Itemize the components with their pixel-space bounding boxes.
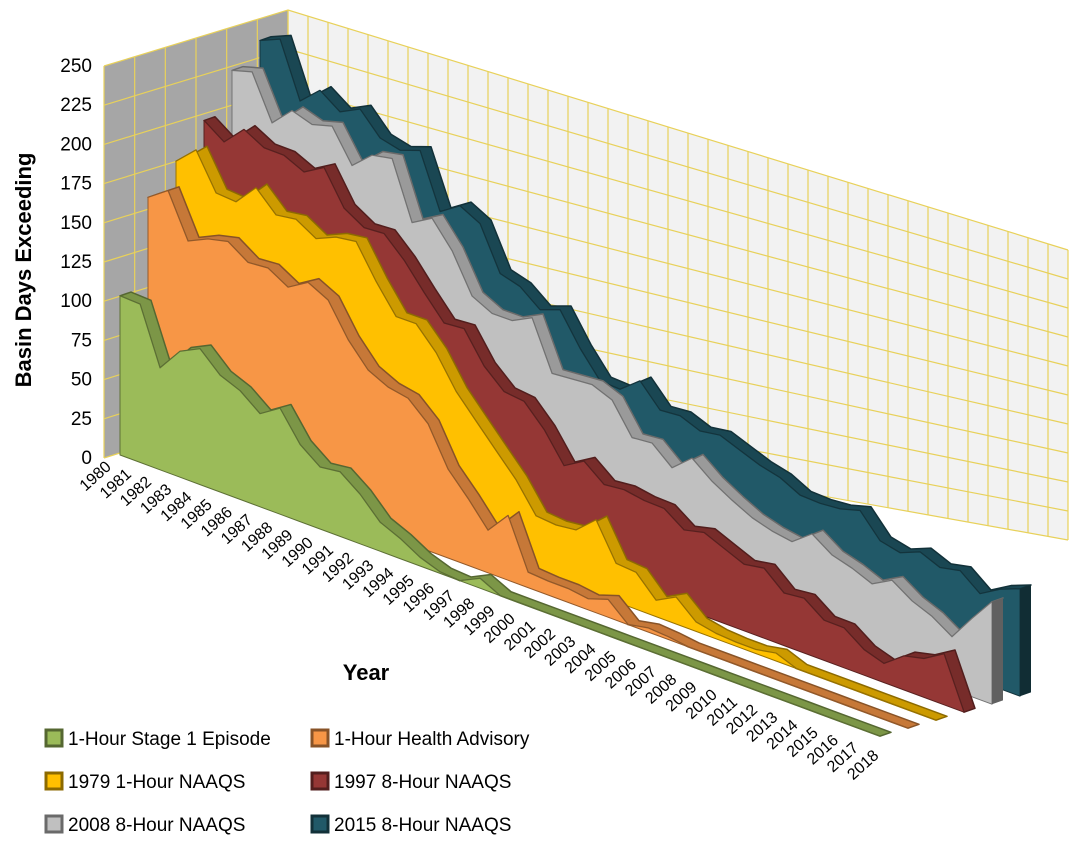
series-end-cap: [992, 597, 1003, 705]
legend-label: 2015 8-Hour NAAQS: [334, 815, 511, 836]
x-axis-title: Year: [343, 660, 390, 685]
legend-swatch: [44, 728, 64, 748]
y-tick-label: 175: [60, 174, 92, 195]
y-tick-label: 0: [81, 448, 92, 469]
y-tick-label: 25: [71, 409, 92, 430]
legend-label: 1-Hour Health Advisory: [334, 729, 530, 750]
y-tick-label: 50: [71, 370, 92, 391]
legend-swatch: [44, 814, 64, 834]
y-tick-label: 125: [60, 252, 92, 273]
legend-swatch: [44, 771, 64, 791]
legend-label: 2008 8-Hour NAAQS: [68, 815, 245, 836]
y-tick-label: 150: [60, 213, 92, 234]
y-tick-label: 75: [71, 330, 92, 351]
series-area-face: [119, 295, 881, 737]
series-5: [231, 65, 1004, 705]
y-tick-label: 250: [60, 56, 92, 77]
series-end-cap: [1020, 584, 1031, 697]
y-axis-ticks: 0 25 50 75 100 125 150 175 200 225 250: [60, 56, 92, 469]
legend-label: 1997 8-Hour NAAQS: [334, 772, 511, 793]
legend-swatch: [310, 814, 330, 834]
y-tick-label: 100: [60, 291, 92, 312]
legend-swatch: [310, 771, 330, 791]
series-layer: [119, 34, 1032, 737]
legend-label: 1979 1-Hour NAAQS: [68, 772, 245, 793]
y-tick-label: 225: [60, 95, 92, 116]
legend-swatch: [310, 728, 330, 748]
y-tick-label: 200: [60, 134, 92, 155]
y-axis-title: Basin Days Exceeding: [11, 153, 36, 388]
legend-label: 1-Hour Stage 1 Episode: [68, 729, 271, 750]
series-1: [119, 291, 892, 737]
legend: 1-Hour Stage 1 Episode 1-Hour Health Advi…: [44, 728, 530, 836]
